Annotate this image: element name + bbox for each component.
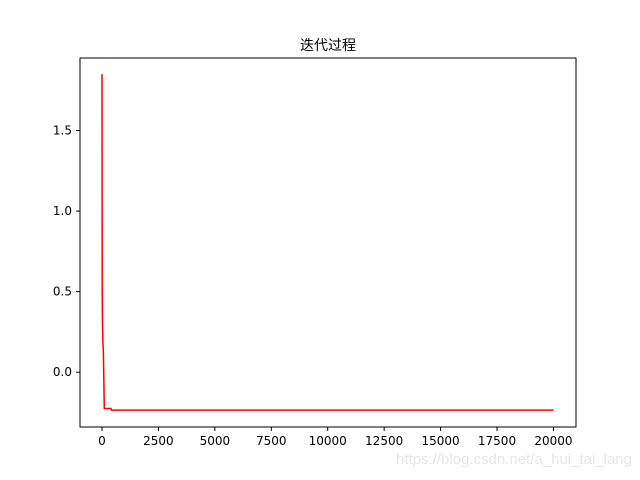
series-line [101,74,554,411]
y-tick-label: 0.5 [53,285,72,299]
chart-title: 迭代过程 [300,38,356,54]
y-tick-label: 0.0 [53,365,72,379]
x-tick-label: 10000 [309,434,347,448]
x-tick-label: 20000 [534,434,572,448]
plot-frame [79,57,577,428]
watermark: https://blog.csdn.net/a_hui_tai_lang [395,451,632,468]
x-tick-label: 15000 [421,434,459,448]
x-tick-label: 0 [98,434,106,448]
y-tick-label: 1.5 [53,124,72,138]
x-tick-label: 17500 [478,434,516,448]
x-tick-label: 7500 [256,434,287,448]
x-tick-label: 2500 [143,434,174,448]
plot-area [80,58,576,427]
y-tick-label: 1.0 [53,204,72,218]
x-tick-label: 5000 [200,434,231,448]
x-tick-label: 12500 [365,434,403,448]
